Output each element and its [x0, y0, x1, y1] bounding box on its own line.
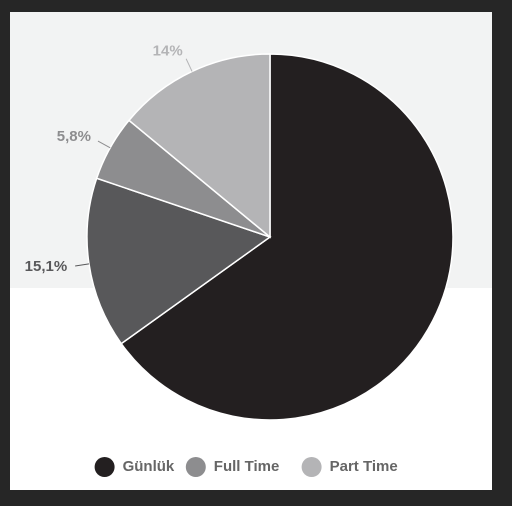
leader-line [185, 58, 193, 72]
pie-slice [86, 177, 272, 345]
legend-swatch [94, 457, 115, 477]
legend-swatch [185, 457, 206, 477]
data-label: 5,8% [57, 128, 91, 145]
legend-label: Full Time [214, 458, 280, 475]
data-label: 15,1% [25, 258, 68, 275]
leader-line [97, 140, 111, 149]
legend-label: Günlük [123, 458, 175, 475]
data-label: 14% [153, 42, 183, 59]
leader-line [75, 263, 90, 267]
legend-label: Part Time [330, 458, 398, 475]
legend-swatch [301, 457, 322, 477]
pie-slice [120, 53, 454, 421]
pie-slice [127, 53, 271, 239]
